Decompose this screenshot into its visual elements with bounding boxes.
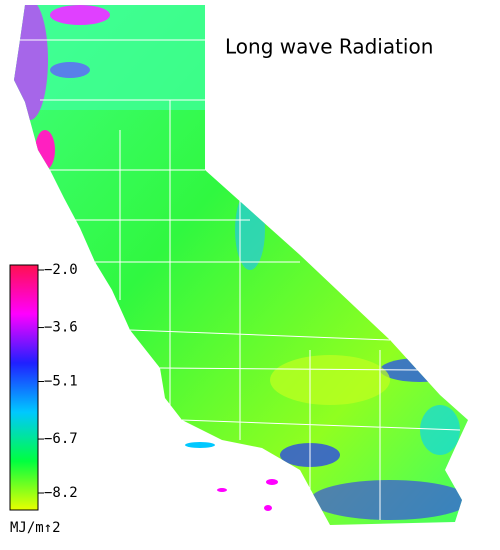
- map-title: Long wave Radiation: [225, 35, 433, 59]
- colorbar-tick-label: −5.1: [44, 374, 78, 390]
- island: [185, 442, 215, 448]
- island: [264, 505, 272, 511]
- colorbar-tick-label: −6.7: [44, 431, 78, 447]
- colorbar-tick-label: −8.2: [44, 485, 78, 501]
- county-lines: [20, 39, 461, 520]
- colorbar-tick-label: −3.6: [44, 320, 78, 336]
- colorbar: [9, 264, 39, 511]
- colorbar-unit: MJ/m↑2: [10, 520, 61, 536]
- colorbar-tick-label: −2.0: [44, 262, 78, 278]
- island: [266, 479, 278, 485]
- island: [217, 488, 227, 492]
